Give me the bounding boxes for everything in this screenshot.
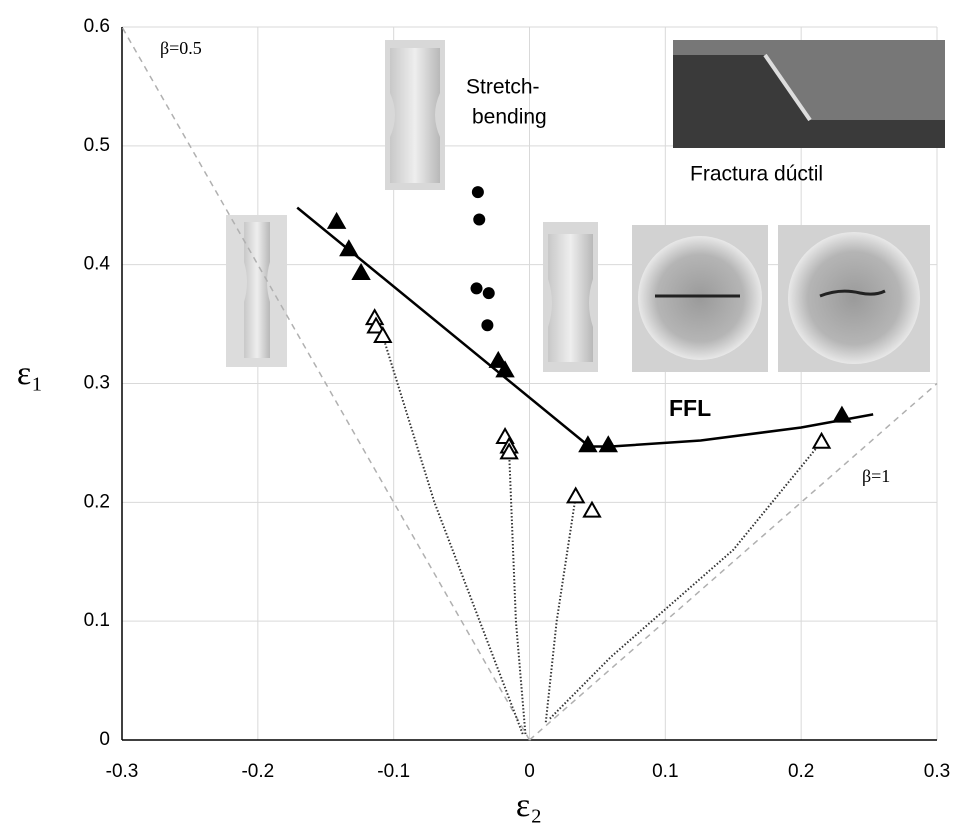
y-tick-label: 0.2 (84, 491, 110, 512)
y-tick-label: 0.4 (84, 254, 111, 275)
series-line (383, 336, 523, 734)
point (473, 214, 485, 226)
specimen-shape (244, 222, 270, 358)
y-tick-label: 0.1 (84, 610, 110, 631)
x-tick-label: 0.1 (652, 761, 678, 782)
y-tick-label: 0.5 (84, 135, 110, 156)
point (834, 408, 850, 422)
disc (638, 236, 762, 360)
point (483, 287, 495, 299)
series-line (509, 452, 525, 734)
x-tick-label: -0.1 (377, 761, 410, 782)
x-tick-label: -0.3 (106, 761, 139, 782)
x-tick-label: 0.2 (788, 761, 814, 782)
annotation: β=1 (862, 466, 890, 486)
specimen-shape (390, 48, 440, 183)
y-axis-label: ε₁ (17, 355, 43, 392)
point (353, 265, 369, 279)
photos (226, 40, 945, 372)
point (600, 437, 616, 451)
point (471, 282, 483, 294)
disc (788, 232, 920, 364)
annotation: bending (472, 106, 547, 129)
x-tick-label: -0.2 (241, 761, 274, 782)
annotation: FFL (669, 395, 711, 421)
chart: -0.3 -0.2 -0.1 0 0.1 0.2 0.3 0 0.1 0.2 0.3 0.4 0.5 0.… (0, 0, 960, 834)
x-tick-label: 0.3 (924, 761, 950, 782)
point (814, 434, 830, 448)
annotation: β=0.5 (160, 38, 202, 58)
point (568, 488, 584, 502)
specimen-shape (548, 234, 593, 362)
series-line (546, 496, 576, 722)
x-axis-label: ε₂ (516, 787, 542, 824)
annotation: Stretch- (466, 76, 540, 99)
point (341, 241, 357, 255)
x-tick-label: 0 (524, 761, 535, 782)
y-tick-label: 0.3 (84, 373, 110, 394)
point (481, 319, 493, 331)
annotation: Fractura dúctil (690, 163, 823, 186)
point (329, 214, 345, 228)
point (472, 186, 484, 198)
series-line (550, 442, 822, 719)
y-tick-label: 0 (99, 729, 110, 750)
point (584, 503, 600, 517)
y-tick-label: 0.6 (84, 16, 110, 37)
